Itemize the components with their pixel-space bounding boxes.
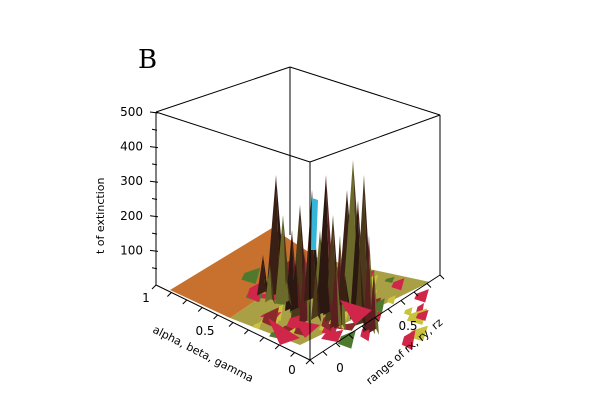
- x-tick-label: 0.5: [195, 324, 214, 338]
- surface-peak: [311, 270, 318, 320]
- y-tick: [374, 317, 380, 322]
- x-tick: [274, 344, 280, 350]
- surface-peak-side: [296, 260, 302, 314]
- surface-patch: [391, 278, 405, 291]
- x-tick: [259, 337, 265, 342]
- surface-spike-cyan: [311, 198, 318, 250]
- y-tick-label: 0.5: [398, 319, 417, 333]
- surface-peak: [257, 255, 266, 296]
- surface-peak: [266, 175, 280, 298]
- z-axis: 500 400 300 200 100: [120, 105, 159, 270]
- z-minor-tick: [151, 128, 158, 131]
- surface: [170, 160, 430, 351]
- surface-peak-side: [345, 275, 350, 308]
- y-tick: [413, 291, 419, 297]
- surface-patch: [401, 329, 416, 351]
- surface-peak-side: [263, 255, 269, 298]
- x-tick: [228, 322, 234, 327]
- surface-peak: [265, 265, 272, 303]
- y-tick: [361, 325, 367, 331]
- x-tick: [244, 329, 249, 335]
- surface-patch: [268, 318, 300, 345]
- panel-label: B: [138, 45, 157, 75]
- x-tick: [290, 352, 295, 357]
- box-edge: [289, 66, 441, 116]
- surface-peak: [275, 215, 287, 304]
- surface-peak: [316, 175, 330, 316]
- x-tick-label: 1: [142, 291, 150, 305]
- y-tick: [426, 283, 432, 288]
- box-edge: [155, 66, 291, 113]
- y-tick: [439, 274, 445, 280]
- surface-patch: [295, 320, 320, 338]
- surface-patch: [415, 309, 429, 321]
- x-axis: 10.50: [142, 284, 311, 377]
- z-axis-label: t of extinction: [94, 178, 107, 254]
- box-edge: [309, 114, 441, 163]
- x-tick: [182, 299, 188, 305]
- surface-peak: [369, 270, 376, 333]
- box-front-edges: [155, 111, 441, 361]
- y-tick: [400, 300, 406, 305]
- z-tick: [149, 215, 159, 218]
- surface-peak: [323, 285, 330, 316]
- z-minor-tick: [151, 198, 158, 200]
- surface-peak-side: [328, 285, 333, 318]
- surface-patch: [252, 322, 262, 330]
- x-tick: [213, 314, 218, 320]
- box-back-edges: [155, 66, 441, 275]
- surface-peak-side: [270, 265, 275, 305]
- surface-peak-side: [369, 235, 375, 335]
- y-tick: [348, 334, 354, 339]
- z-tick-label: 200: [120, 209, 143, 223]
- z-minor-tick: [151, 267, 158, 270]
- x-tick: [305, 359, 311, 365]
- surface-peak-side: [336, 262, 342, 331]
- z-tick: [149, 146, 159, 149]
- surface-patch: [340, 300, 372, 325]
- surface-peak: [282, 280, 289, 305]
- surface-patch: [321, 329, 344, 343]
- box-edge: [155, 111, 311, 163]
- z-tick: [149, 249, 159, 252]
- z-tick-label: 300: [120, 174, 143, 188]
- y-tick: [387, 308, 393, 314]
- z-tick: [149, 111, 159, 114]
- y-tick-label: 0: [336, 361, 344, 375]
- x-tick: [197, 307, 203, 312]
- surface-patch: [384, 276, 395, 283]
- y-axis: 00.5: [309, 274, 445, 375]
- surface-patch: [387, 295, 396, 305]
- z-minor-tick: [151, 163, 158, 166]
- x-tick: [151, 284, 157, 290]
- surface-patch: [241, 267, 261, 285]
- x-tick: [167, 292, 172, 297]
- y-tick: [309, 359, 315, 365]
- z-tick: [149, 180, 159, 183]
- surface-peak: [290, 260, 299, 312]
- z-tick-label: 400: [120, 140, 143, 154]
- z-tick-label: 500: [120, 105, 143, 119]
- surface-peak: [340, 275, 347, 306]
- y-tick: [335, 342, 341, 348]
- z-minor-tick: [151, 232, 158, 235]
- surface-peak-side: [287, 280, 292, 307]
- surface-peak-side: [374, 270, 379, 335]
- surface-peak-side: [316, 270, 321, 322]
- x-tick-label: 0: [288, 363, 296, 377]
- surface-patch: [414, 289, 429, 303]
- y-tick: [322, 351, 328, 356]
- surface-patch: [337, 330, 356, 349]
- z-tick-label: 100: [120, 243, 143, 257]
- surface-patch: [403, 307, 413, 316]
